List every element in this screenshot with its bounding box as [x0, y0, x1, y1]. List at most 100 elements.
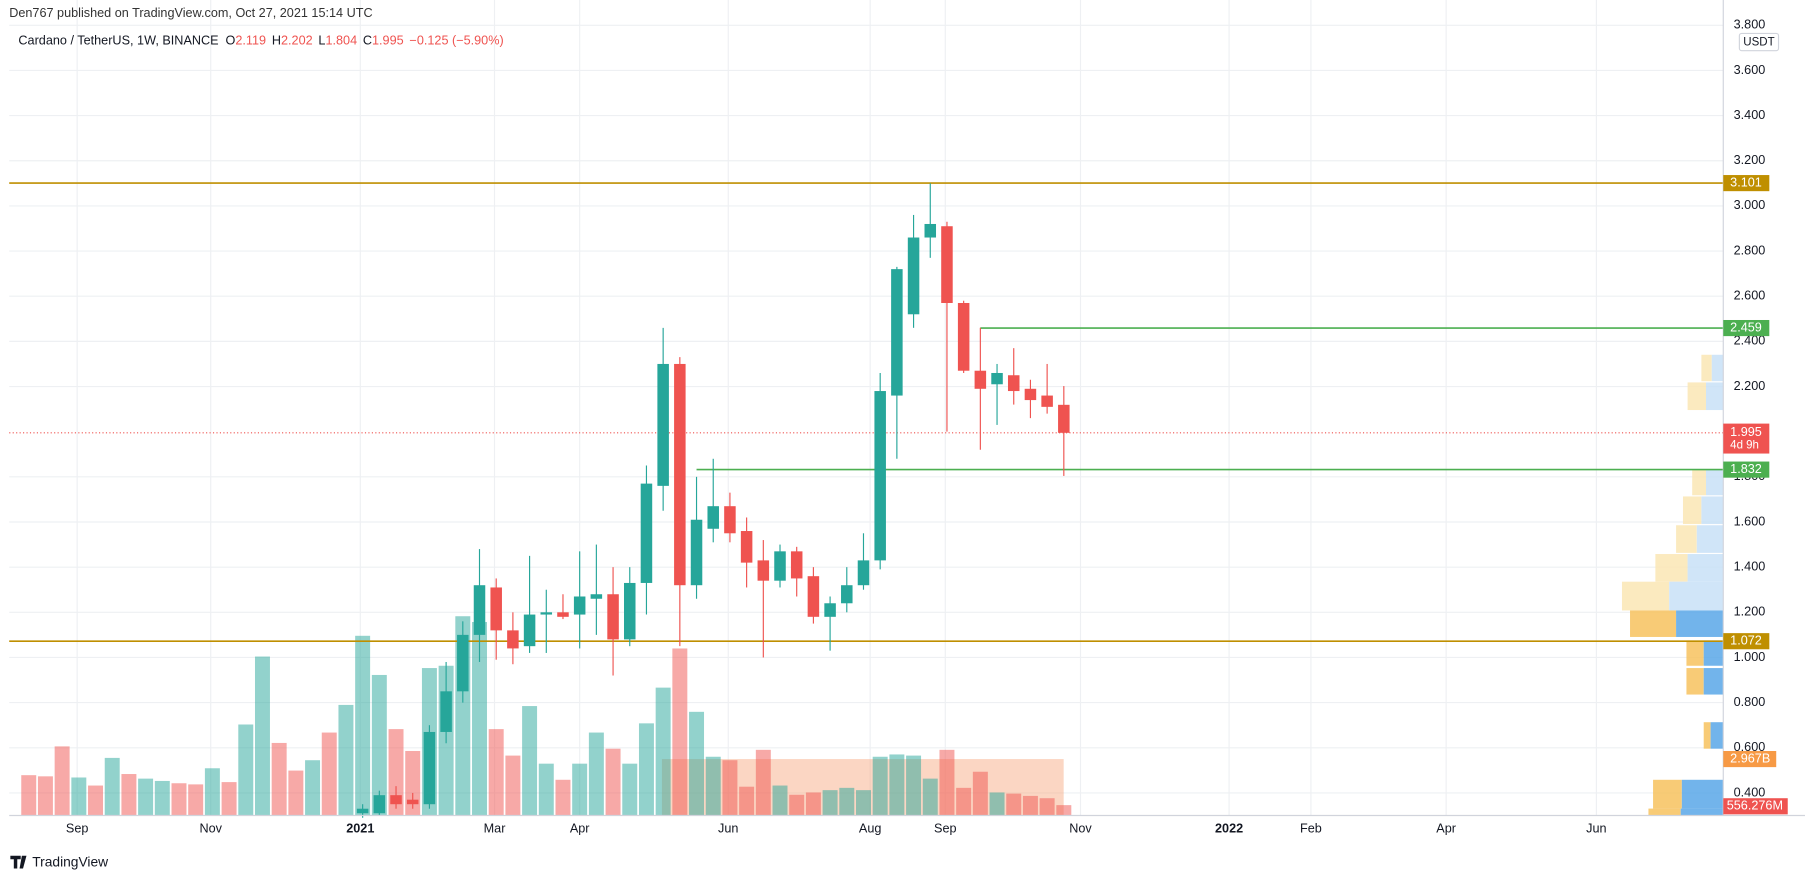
volume-bar — [154, 780, 170, 816]
volume-bar — [789, 794, 805, 816]
volume-bar — [839, 787, 855, 816]
level-label-box — [1723, 633, 1770, 650]
volume-bar — [755, 749, 771, 816]
x-tick-label: Apr — [1436, 822, 1456, 836]
volume-bar — [321, 732, 337, 816]
ohlc-value: 2.202 — [281, 34, 313, 48]
candle-body — [557, 612, 569, 617]
candle-body — [390, 795, 402, 805]
y-tick-label: 0.400 — [1734, 785, 1766, 799]
volume-bar — [472, 621, 487, 816]
volume-pane — [21, 616, 1072, 816]
y-tick-label: 0.600 — [1734, 740, 1766, 754]
volume-bar — [71, 777, 87, 816]
candle-body — [523, 614, 536, 647]
volume-bar — [638, 723, 654, 816]
y-tick-label: 3.200 — [1734, 153, 1766, 167]
candle-body — [607, 594, 619, 640]
volume-bar — [388, 729, 404, 816]
candle-body — [841, 585, 853, 604]
candle-body — [373, 795, 386, 814]
volume-bar — [405, 750, 421, 816]
volume-bar — [121, 774, 137, 816]
y-tick-label: 1.000 — [1734, 650, 1766, 664]
candle-body — [590, 594, 603, 599]
candle-body — [757, 560, 770, 581]
volume-bar — [371, 674, 387, 816]
x-tick-label: Sep — [66, 822, 89, 836]
y-tick-label: 2.400 — [1734, 334, 1766, 348]
change-label: −0.125 (−5.90%) — [409, 34, 503, 48]
candle-body — [473, 585, 486, 635]
volume-bar — [605, 748, 621, 816]
candle-body — [440, 691, 452, 732]
current-price-label: 1.995 — [1730, 425, 1762, 439]
candle-body — [857, 560, 870, 586]
volume-bar — [856, 790, 871, 816]
candle-body — [573, 596, 586, 615]
y-tick-label: 1.600 — [1734, 514, 1766, 528]
x-tick-label: 2021 — [346, 822, 374, 836]
candle-body — [1058, 404, 1070, 433]
volume-bar — [572, 763, 588, 816]
y-tick-label: 1.400 — [1734, 559, 1766, 573]
candle-body — [640, 483, 653, 583]
volume-bar — [538, 763, 554, 816]
volume-bar — [288, 770, 304, 816]
x-tick-label: 2022 — [1215, 822, 1243, 836]
volume-bar — [672, 648, 688, 816]
volume-bar — [939, 749, 955, 816]
volume-bar — [772, 785, 788, 816]
candle-body — [891, 269, 903, 396]
volume-bar — [305, 760, 321, 816]
ohlc-value: 1.995 — [372, 34, 404, 48]
volume-bar — [138, 778, 154, 816]
candle-body — [924, 223, 937, 238]
brand-name: TradingView — [32, 853, 108, 869]
level-label: 1.072 — [1730, 634, 1762, 648]
legend-line: Cardano / TetherUS, 1W, BINANCE O2.119 H2.… — [18, 34, 503, 48]
y-tick-label: 2.800 — [1734, 243, 1766, 257]
volume-bar — [956, 787, 972, 816]
volume-bar — [989, 792, 1005, 816]
ohlc-key: O — [226, 34, 236, 48]
volume-bar — [505, 755, 521, 816]
candles — [356, 183, 1070, 818]
unit-label: USDT — [1743, 37, 1774, 49]
candle-body — [907, 237, 920, 315]
volume-bar — [522, 706, 538, 816]
volume-bar — [1022, 795, 1038, 816]
x-tick-label: Nov — [1069, 822, 1092, 836]
y-tick-label: 1.200 — [1734, 605, 1766, 619]
candle-body — [941, 226, 953, 303]
ohlc-value: 2.119 — [235, 34, 266, 48]
y-tick-label: 3.000 — [1734, 198, 1766, 212]
volume-bar — [338, 704, 354, 816]
candle-body — [991, 372, 1003, 385]
volume-bar — [271, 742, 287, 816]
level-label-box — [1723, 461, 1770, 478]
candle-body — [774, 551, 786, 581]
volume-bar — [689, 711, 705, 816]
candle-body — [707, 506, 719, 529]
volume-bar — [1039, 798, 1055, 816]
volume-bar — [805, 792, 821, 816]
y-tick-label: 0.800 — [1734, 695, 1766, 709]
volume-bar — [254, 656, 270, 816]
axes: 0.4000.6000.8001.0001.2001.4001.6001.800… — [66, 18, 1788, 836]
volume-bar — [906, 755, 922, 816]
volume-bar — [655, 687, 671, 816]
profile-label: 2.967B — [1730, 751, 1770, 765]
volume-bar — [622, 763, 638, 816]
level-label-box — [1723, 175, 1770, 192]
candle-body — [406, 799, 419, 805]
candle-body — [874, 391, 886, 561]
volume-label: 556.276M — [1727, 799, 1783, 813]
candle-body — [1024, 388, 1037, 401]
volume-bar — [972, 771, 988, 816]
published-line: Den767 published on TradingView.com, Oct… — [9, 6, 372, 20]
volume-bar — [355, 635, 371, 816]
candle-body — [356, 808, 369, 814]
